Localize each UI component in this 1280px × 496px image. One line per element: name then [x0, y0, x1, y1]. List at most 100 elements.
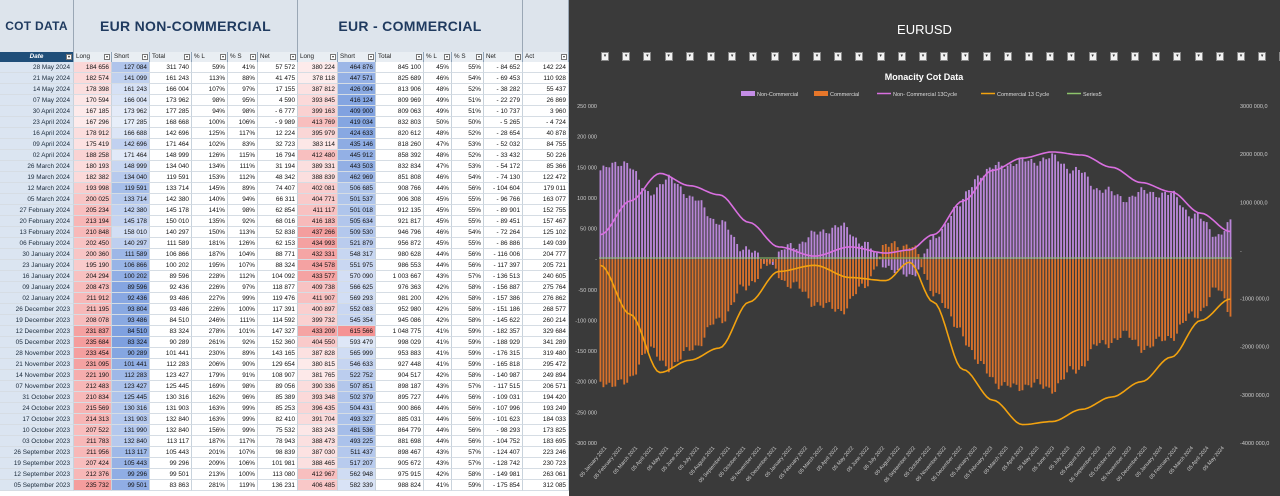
table-cell[interactable]: 443 503 [338, 161, 376, 172]
table-cell[interactable]: 388 465 [298, 458, 338, 469]
table-cell[interactable]: 149 039 [523, 238, 569, 249]
date-cell[interactable]: 12 March 2024 [0, 183, 74, 194]
table-cell[interactable]: 104% [228, 249, 258, 260]
table-cell[interactable]: 147 327 [258, 326, 298, 337]
table-cell[interactable]: 97% [228, 282, 258, 293]
table-cell[interactable]: 141 099 [112, 73, 150, 84]
table-cell[interactable]: 44% [424, 260, 452, 271]
table-cell[interactable]: 113 117 [112, 447, 150, 458]
table-cell[interactable]: 56% [452, 183, 484, 194]
table-cell[interactable]: 195 190 [74, 260, 112, 271]
table-cell[interactable]: 57% [452, 271, 484, 282]
date-cell[interactable]: 02 January 2024 [0, 293, 74, 304]
table-cell[interactable]: 83 863 [150, 480, 192, 491]
table-cell[interactable]: 166 688 [112, 128, 150, 139]
chart-filter-button[interactable]: ▾ [685, 52, 694, 61]
table-cell[interactable]: 41% [228, 62, 258, 73]
date-cell[interactable]: 13 February 2024 [0, 227, 74, 238]
table-cell[interactable]: 58% [452, 282, 484, 293]
table-cell[interactable]: 223 246 [523, 447, 569, 458]
table-cell[interactable]: 53% [452, 161, 484, 172]
chart-filter-button[interactable]: ▾ [813, 52, 821, 61]
table-cell[interactable]: 41% [424, 480, 452, 491]
table-cell[interactable]: 113% [228, 227, 258, 238]
date-cell[interactable]: 19 September 2023 [0, 458, 74, 469]
table-cell[interactable]: - 104 604 [484, 183, 523, 194]
table-cell[interactable]: 565 999 [338, 348, 376, 359]
table-cell[interactable]: 12 224 [258, 128, 298, 139]
column-header-8[interactable]: Short ▾ [338, 52, 376, 62]
table-cell[interactable]: 112 283 [112, 370, 150, 381]
table-cell[interactable]: 380 815 [298, 359, 338, 370]
table-cell[interactable]: 131 903 [150, 403, 192, 414]
table-cell[interactable]: 114 592 [258, 315, 298, 326]
table-cell[interactable]: 615 566 [338, 326, 376, 337]
table-cell[interactable]: 92 436 [112, 293, 150, 304]
table-cell[interactable]: 230 723 [523, 458, 569, 469]
table-cell[interactable]: - 33 432 [484, 150, 523, 161]
table-cell[interactable]: 43% [424, 458, 452, 469]
table-cell[interactable]: 56% [452, 392, 484, 403]
table-cell[interactable]: 56% [452, 260, 484, 271]
table-cell[interactable]: 295 472 [523, 359, 569, 370]
date-cell[interactable]: 05 March 2024 [0, 194, 74, 205]
table-cell[interactable]: 145 178 [150, 205, 192, 216]
table-cell[interactable]: 195% [192, 260, 228, 271]
table-cell[interactable]: 101% [228, 326, 258, 337]
table-cell[interactable]: 48% [424, 84, 452, 95]
table-cell[interactable]: 501 018 [338, 205, 376, 216]
date-cell[interactable]: 12 September 2023 [0, 469, 74, 480]
table-cell[interactable]: - 156 887 [484, 282, 523, 293]
table-cell[interactable]: 106 866 [150, 249, 192, 260]
table-cell[interactable]: 173 825 [523, 425, 569, 436]
table-cell[interactable]: 48% [424, 150, 452, 161]
table-cell[interactable]: 59% [452, 337, 484, 348]
table-cell[interactable]: 184 033 [523, 414, 569, 425]
table-cell[interactable]: 59% [192, 62, 228, 73]
table-cell[interactable]: 832 834 [376, 161, 424, 172]
table-cell[interactable]: 188 258 [74, 150, 112, 161]
date-cell[interactable]: 19 December 2023 [0, 315, 74, 326]
table-cell[interactable]: - 136 513 [484, 271, 523, 282]
date-cell[interactable]: 03 October 2023 [0, 436, 74, 447]
table-cell[interactable]: 125 445 [112, 392, 150, 403]
table-cell[interactable]: 207 424 [74, 458, 112, 469]
table-cell[interactable]: 433 209 [298, 326, 338, 337]
table-cell[interactable]: 161 243 [150, 73, 192, 84]
table-cell[interactable]: 4 590 [258, 95, 298, 106]
table-cell[interactable]: 16 794 [258, 150, 298, 161]
table-cell[interactable]: 57 572 [258, 62, 298, 73]
table-cell[interactable]: 895 727 [376, 392, 424, 403]
table-cell[interactable]: 813 906 [376, 84, 424, 95]
table-cell[interactable]: 435 146 [338, 139, 376, 150]
table-cell[interactable]: 83 324 [150, 326, 192, 337]
date-cell[interactable]: 21 November 2023 [0, 359, 74, 370]
table-cell[interactable]: 46% [424, 227, 452, 238]
table-cell[interactable]: 131 903 [112, 414, 150, 425]
table-cell[interactable]: 226% [192, 304, 228, 315]
filter-dropdown-icon[interactable]: ▾ [368, 54, 374, 60]
filter-dropdown-icon[interactable]: ▾ [515, 54, 521, 60]
table-cell[interactable]: 112% [228, 271, 258, 282]
table-cell[interactable]: 230% [192, 348, 228, 359]
chart-filter-button[interactable]: ▾ [1109, 52, 1118, 61]
filter-dropdown-icon[interactable]: ▾ [561, 54, 567, 60]
table-cell[interactable]: 101 441 [112, 359, 150, 370]
table-cell[interactable]: - 84 652 [484, 62, 523, 73]
table-cell[interactable]: 93 486 [150, 293, 192, 304]
table-cell[interactable]: 102% [192, 139, 228, 150]
table-cell[interactable]: - 5 265 [484, 117, 523, 128]
table-cell[interactable]: 912 135 [376, 205, 424, 216]
table-cell[interactable]: 447 571 [338, 73, 376, 84]
table-cell[interactable]: 552 083 [338, 304, 376, 315]
table-cell[interactable]: 51% [452, 106, 484, 117]
table-cell[interactable]: 167 185 [74, 106, 112, 117]
column-header-4[interactable]: % L ▾ [192, 52, 228, 62]
table-cell[interactable]: 898 467 [376, 447, 424, 458]
table-cell[interactable]: 106% [228, 117, 258, 128]
table-cell[interactable]: - 38 282 [484, 84, 523, 95]
table-cell[interactable]: 182 382 [74, 172, 112, 183]
table-cell[interactable]: 54% [452, 73, 484, 84]
table-cell[interactable]: 383 114 [298, 139, 338, 150]
table-cell[interactable]: 130 316 [112, 403, 150, 414]
